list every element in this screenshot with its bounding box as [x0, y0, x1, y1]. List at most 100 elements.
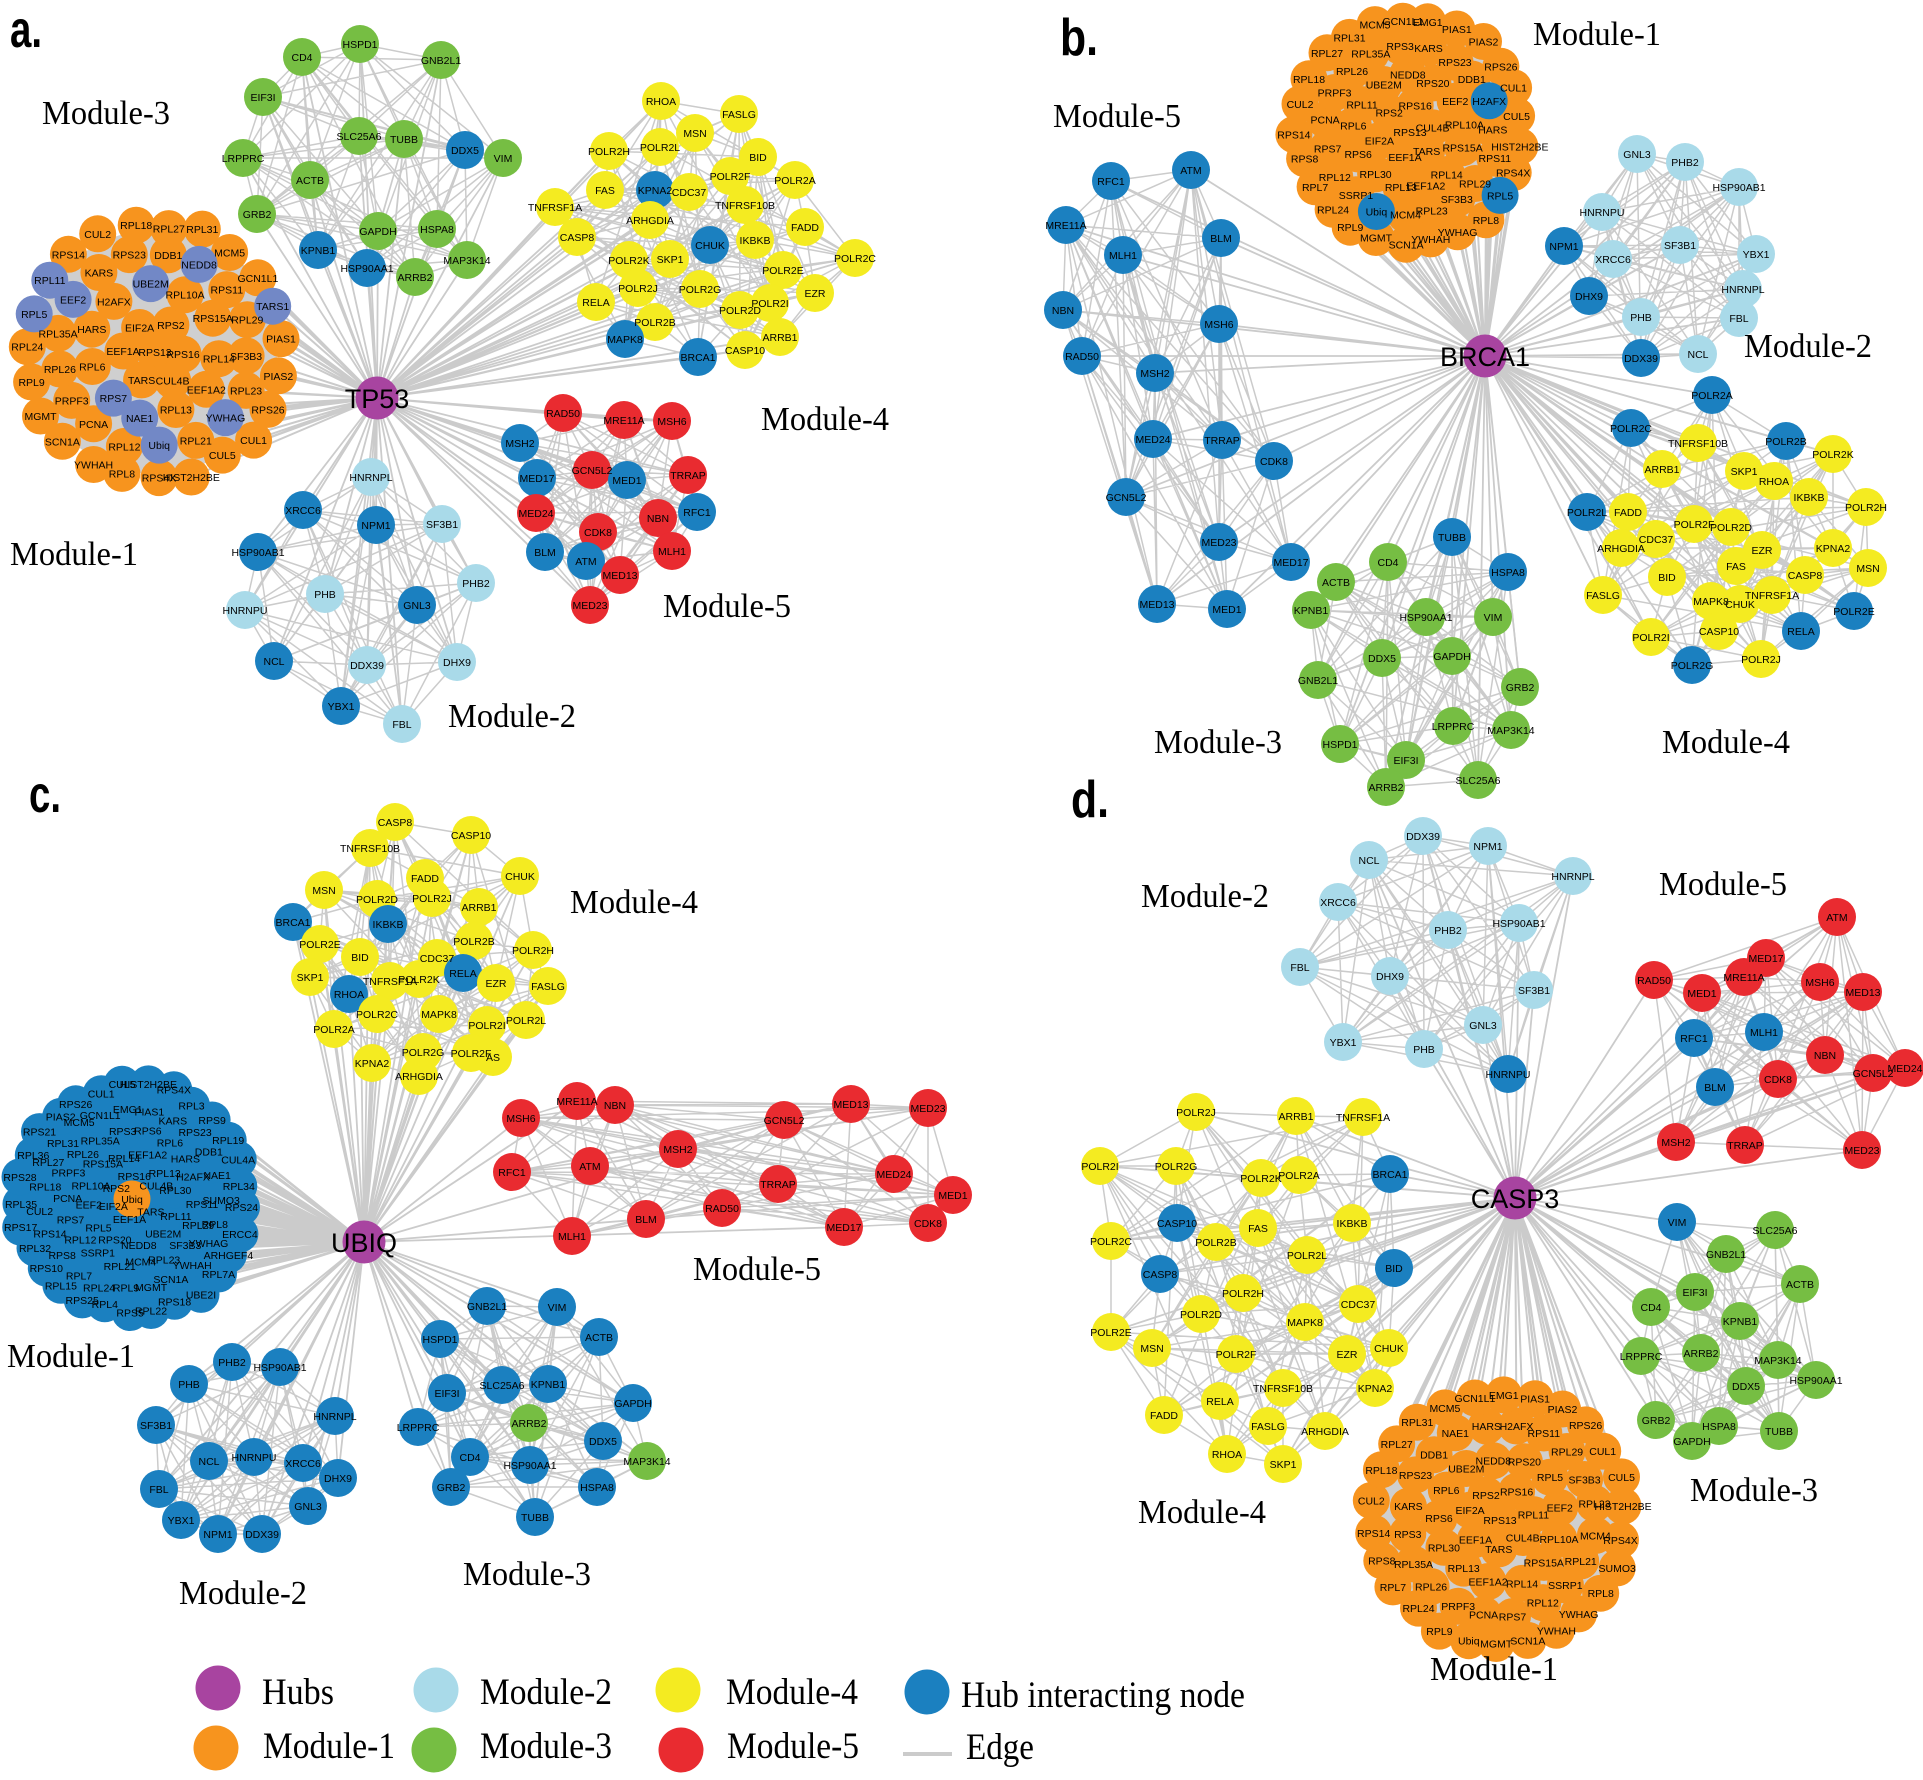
- svg-text:NPM1: NPM1: [361, 520, 390, 532]
- svg-text:TARS: TARS: [128, 375, 155, 387]
- svg-text:MED17: MED17: [1273, 557, 1308, 569]
- svg-text:POLR2J: POLR2J: [1741, 654, 1781, 666]
- svg-text:NEDD8: NEDD8: [181, 259, 217, 271]
- svg-text:CUL1: CUL1: [240, 435, 267, 447]
- svg-text:CD4: CD4: [459, 1452, 480, 1464]
- svg-text:RPL9: RPL9: [1337, 222, 1363, 234]
- svg-text:MED1: MED1: [612, 475, 641, 487]
- svg-text:RPL27: RPL27: [1381, 1439, 1413, 1451]
- svg-text:HSP90AB1: HSP90AB1: [253, 1362, 306, 1374]
- svg-text:Module-3: Module-3: [42, 95, 170, 132]
- svg-text:GCN1L1: GCN1L1: [1382, 16, 1423, 28]
- svg-text:UBE2I: UBE2I: [186, 1289, 216, 1301]
- svg-text:TNFRSF10B: TNFRSF10B: [340, 843, 400, 855]
- svg-text:RPS17: RPS17: [4, 1222, 37, 1234]
- svg-text:POLR2I: POLR2I: [1632, 632, 1669, 644]
- svg-text:RPS11: RPS11: [211, 285, 244, 297]
- svg-text:FBL: FBL: [1729, 313, 1748, 325]
- svg-text:RPS6: RPS6: [1425, 1513, 1453, 1525]
- svg-text:MAP3K14: MAP3K14: [1754, 1355, 1801, 1367]
- svg-text:TNFRSF1A: TNFRSF1A: [1745, 590, 1799, 602]
- svg-text:VIM: VIM: [548, 1302, 567, 1314]
- svg-text:MCM5: MCM5: [64, 1117, 95, 1129]
- svg-text:EEF2: EEF2: [1547, 1503, 1573, 1515]
- svg-text:RAD50: RAD50: [1637, 975, 1671, 987]
- svg-text:KARS: KARS: [159, 1116, 188, 1128]
- svg-text:MED23: MED23: [1844, 1145, 1879, 1157]
- svg-text:PCNA: PCNA: [1311, 115, 1340, 127]
- svg-text:HSP90AA1: HSP90AA1: [340, 263, 393, 275]
- svg-text:ARHGDIA: ARHGDIA: [1301, 1426, 1349, 1438]
- svg-text:CDC37: CDC37: [672, 187, 707, 199]
- svg-text:RFC1: RFC1: [498, 1167, 526, 1179]
- svg-text:RPL13: RPL13: [1385, 182, 1417, 194]
- svg-text:c.: c.: [29, 766, 61, 824]
- svg-text:H2AFX: H2AFX: [1500, 1421, 1534, 1433]
- svg-text:RPL29: RPL29: [1459, 179, 1491, 191]
- svg-text:MRE11A: MRE11A: [1045, 220, 1086, 232]
- svg-text:GRB2: GRB2: [437, 1482, 466, 1494]
- svg-text:MED23: MED23: [910, 1103, 945, 1115]
- svg-text:HNRNPL: HNRNPL: [1551, 871, 1594, 883]
- svg-text:ACTB: ACTB: [1322, 577, 1350, 589]
- svg-text:POLR2G: POLR2G: [1671, 660, 1714, 672]
- svg-text:FASLG: FASLG: [1586, 590, 1620, 602]
- svg-text:RPS14: RPS14: [33, 1228, 66, 1240]
- svg-text:TNFRSF1A: TNFRSF1A: [1336, 1112, 1390, 1124]
- svg-text:POLR2D: POLR2D: [1180, 1309, 1222, 1321]
- svg-text:RPS25: RPS25: [66, 1295, 99, 1307]
- svg-text:AS: AS: [486, 1052, 500, 1064]
- svg-text:RPL5: RPL5: [21, 309, 47, 321]
- svg-text:NBN: NBN: [604, 1100, 626, 1112]
- svg-text:PIAS1: PIAS1: [135, 1107, 165, 1119]
- svg-text:H2AFX: H2AFX: [176, 1172, 210, 1184]
- svg-text:NAE1: NAE1: [126, 413, 154, 425]
- svg-text:RPL30: RPL30: [1428, 1542, 1460, 1554]
- svg-text:Module-2: Module-2: [179, 1575, 307, 1612]
- svg-text:SF3B3: SF3B3: [1569, 1475, 1601, 1487]
- svg-text:POLR2G: POLR2G: [679, 284, 722, 296]
- svg-text:RPS13: RPS13: [1393, 127, 1426, 139]
- svg-text:YWHAG: YWHAG: [1559, 1609, 1599, 1621]
- svg-text:SF3B1: SF3B1: [1664, 240, 1696, 252]
- svg-text:DDX39: DDX39: [350, 660, 384, 672]
- svg-text:MED13: MED13: [1845, 987, 1880, 999]
- svg-text:ARRB2: ARRB2: [397, 272, 432, 284]
- svg-text:HSPD1: HSPD1: [1322, 739, 1357, 751]
- svg-text:Module-5: Module-5: [663, 588, 791, 625]
- svg-text:Module-3: Module-3: [1154, 724, 1282, 761]
- svg-text:RPS4X: RPS4X: [157, 1085, 191, 1097]
- svg-text:RPL30: RPL30: [159, 1185, 191, 1197]
- svg-text:CUL5: CUL5: [109, 1079, 136, 1091]
- svg-text:EZR: EZR: [1337, 1349, 1358, 1361]
- svg-text:CDK8: CDK8: [1764, 1074, 1792, 1086]
- svg-text:RHOA: RHOA: [1212, 1449, 1242, 1461]
- svg-text:FAS: FAS: [1248, 1223, 1268, 1235]
- svg-text:HNRNPU: HNRNPU: [223, 605, 268, 617]
- svg-text:CUL5: CUL5: [1608, 1472, 1635, 1484]
- svg-text:PHB2: PHB2: [462, 578, 490, 590]
- svg-text:DDX5: DDX5: [1732, 1381, 1760, 1393]
- svg-text:MAPK8: MAPK8: [421, 1009, 457, 1021]
- svg-text:HSP90AA1: HSP90AA1: [1789, 1375, 1842, 1387]
- svg-text:EIF2A: EIF2A: [125, 323, 154, 335]
- svg-text:RPS3: RPS3: [109, 1126, 137, 1138]
- svg-text:YBX1: YBX1: [168, 1515, 195, 1527]
- svg-text:RPL11: RPL11: [1346, 100, 1377, 112]
- svg-text:Module-2: Module-2: [1744, 328, 1872, 365]
- svg-text:KARS: KARS: [1394, 1501, 1423, 1513]
- svg-text:RPL31: RPL31: [186, 224, 218, 236]
- svg-text:EEF1A2: EEF1A2: [187, 384, 226, 396]
- svg-text:RELA: RELA: [582, 297, 609, 309]
- svg-text:MAP3K14: MAP3K14: [623, 1456, 670, 1468]
- svg-text:RPL19: RPL19: [212, 1135, 244, 1147]
- svg-text:GNL3: GNL3: [1623, 149, 1651, 161]
- svg-text:PRPF3: PRPF3: [51, 1168, 85, 1180]
- svg-text:MSH6: MSH6: [1204, 319, 1233, 331]
- svg-text:RPL6: RPL6: [1340, 121, 1366, 133]
- svg-text:RPS8: RPS8: [1291, 154, 1319, 166]
- svg-text:MAPK8: MAPK8: [1287, 1317, 1323, 1329]
- svg-text:KPNA2: KPNA2: [638, 185, 673, 197]
- svg-text:FASLG: FASLG: [1251, 1421, 1285, 1433]
- svg-text:FADD: FADD: [791, 222, 819, 234]
